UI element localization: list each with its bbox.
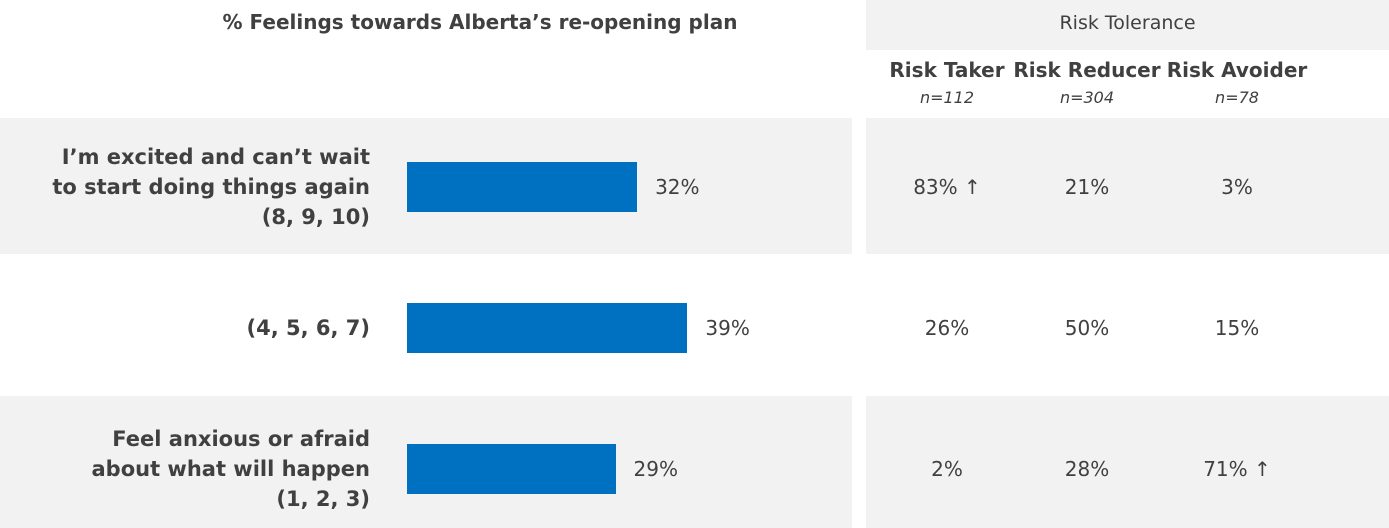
row-band: [866, 118, 1389, 254]
column-n: n=78: [1215, 88, 1259, 107]
table-cell: 15%: [1214, 316, 1260, 340]
column-name: Risk Reducer: [1013, 58, 1161, 82]
table-cell: 83% ↑: [913, 175, 981, 199]
category-label: Feel anxious or afraid about what will h…: [91, 427, 371, 511]
category-label: I’m excited and can’t wait to start doin…: [52, 145, 370, 229]
value-label: 32%: [655, 175, 700, 199]
bar: [407, 444, 616, 494]
column-name: Risk Avoider: [1166, 58, 1308, 82]
value-label: 29%: [633, 457, 678, 481]
table-cell: 3%: [1221, 175, 1253, 199]
table-title: Risk Tolerance: [1059, 12, 1196, 34]
column-name: Risk Taker: [889, 58, 1005, 82]
table-cell: 26%: [924, 316, 970, 340]
chart-title: % Feelings towards Alberta’s re-opening …: [222, 10, 738, 34]
category-label: (4, 5, 6, 7): [246, 316, 370, 340]
table-cell: 2%: [931, 457, 963, 481]
column-n: n=112: [919, 88, 975, 107]
value-label: 39%: [705, 316, 750, 340]
table-cell: 50%: [1064, 316, 1110, 340]
header-band: [866, 0, 1389, 50]
row-band: [866, 396, 1389, 528]
bar: [407, 303, 688, 353]
table-cell: 28%: [1064, 457, 1110, 481]
bar: [407, 162, 638, 212]
column-n: n=304: [1059, 88, 1115, 107]
table-cell: 71% ↑: [1203, 457, 1271, 481]
table-cell: 21%: [1064, 175, 1110, 199]
